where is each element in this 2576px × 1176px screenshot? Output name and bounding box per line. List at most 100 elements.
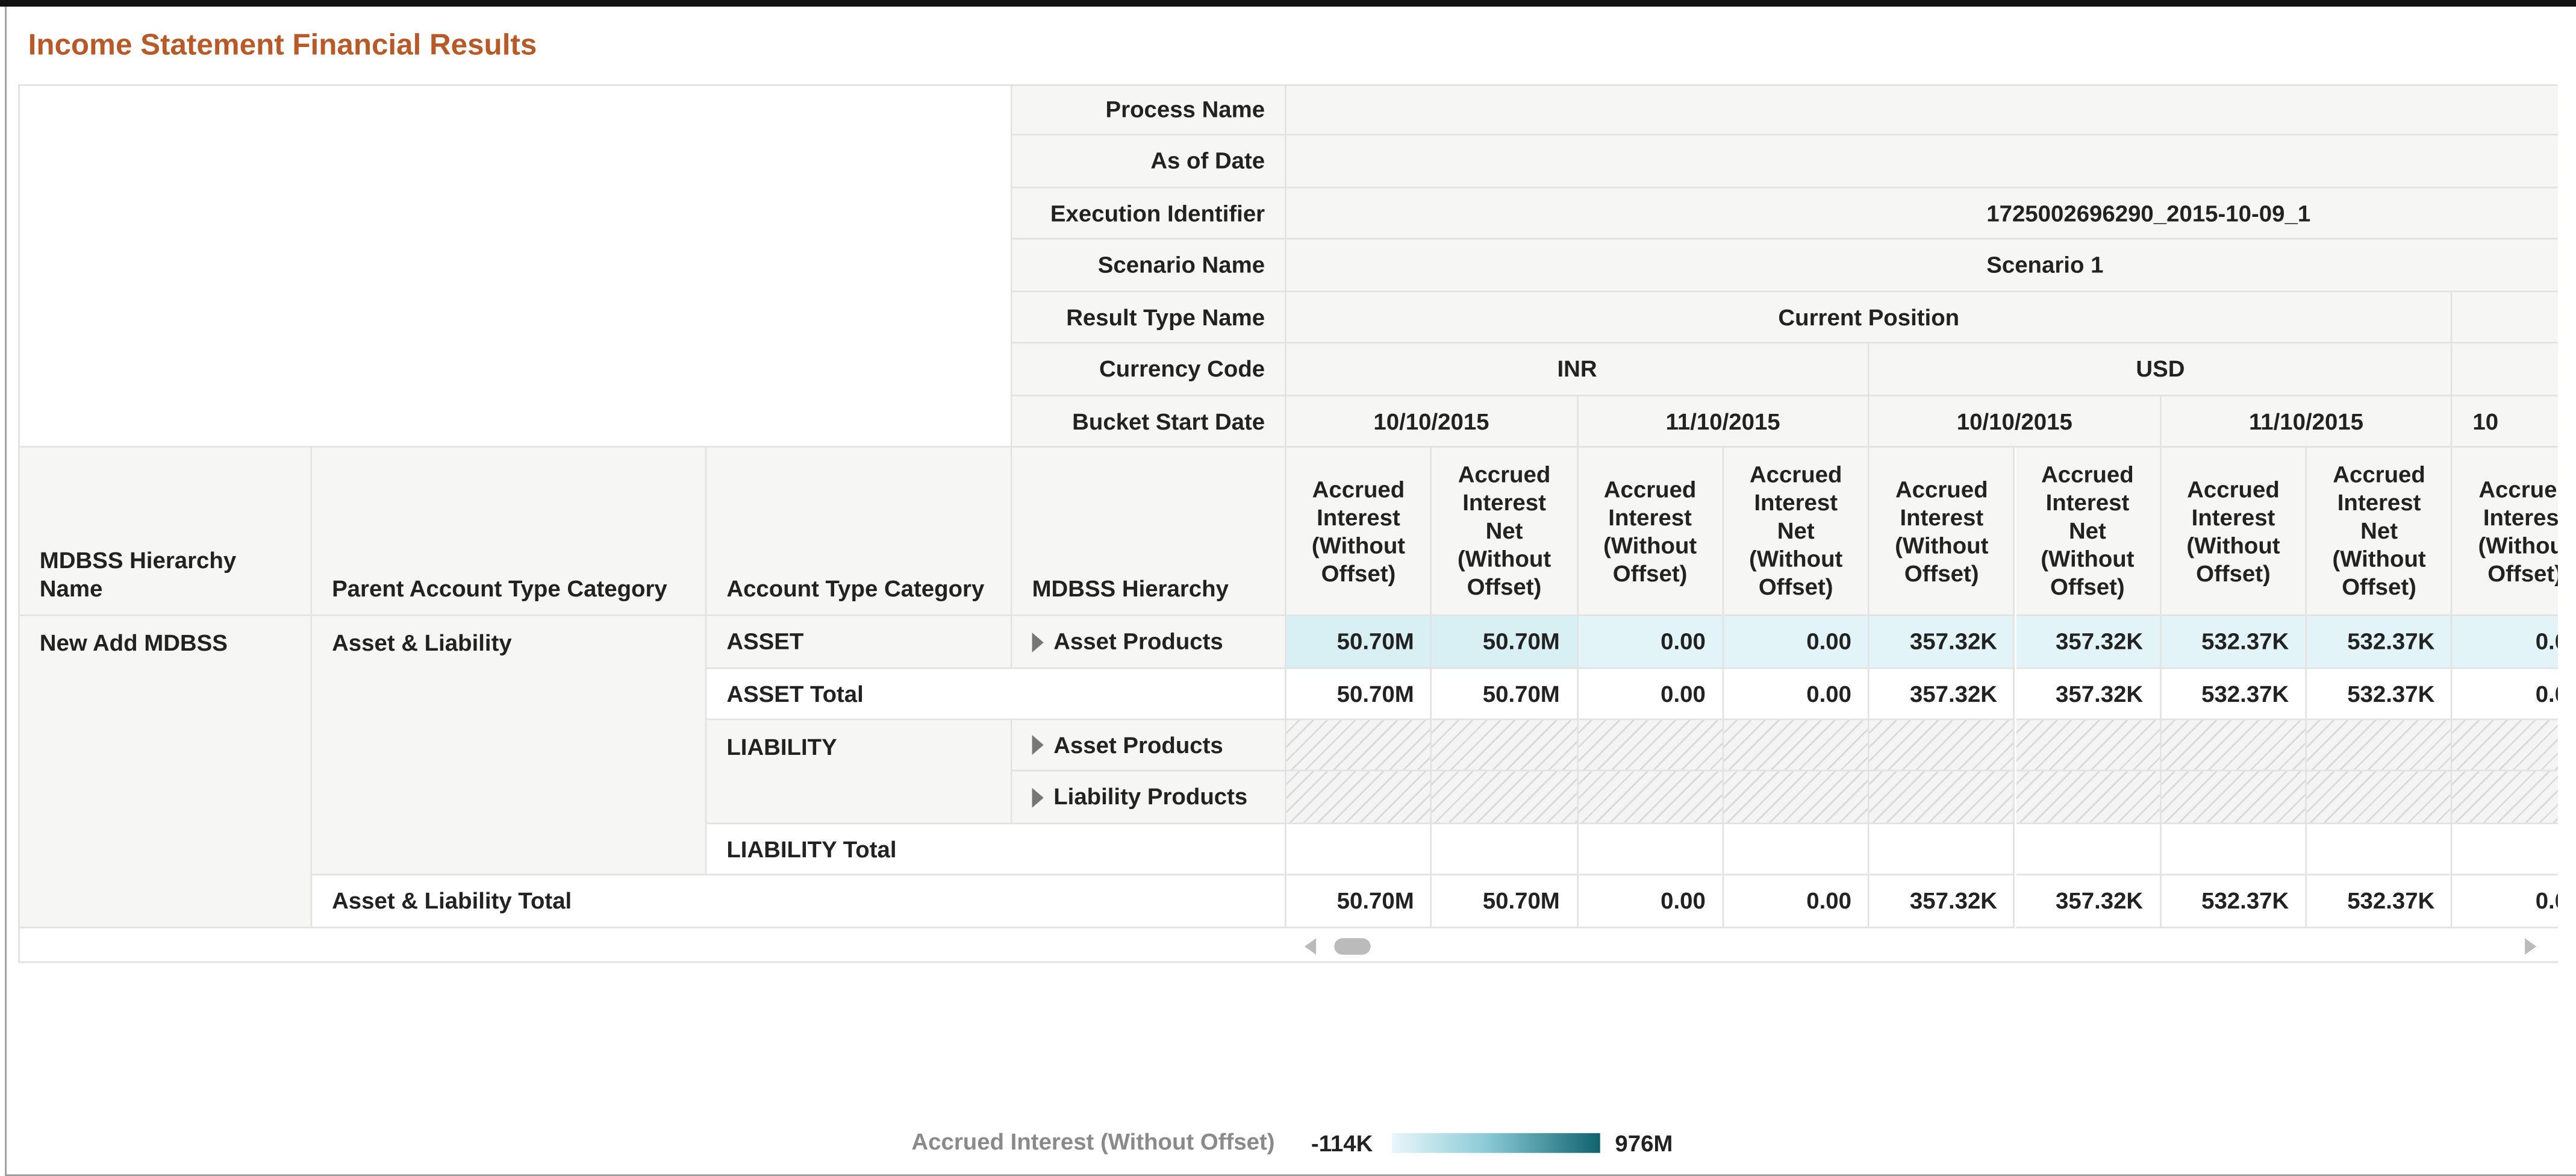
parent-category-text: Asset & Liability bbox=[332, 629, 512, 656]
bucket-label: Bucket Start Date bbox=[1012, 396, 1286, 448]
value-cell bbox=[1286, 824, 1432, 876]
value-cell: 50.70M bbox=[1286, 616, 1432, 669]
pivot-table: Process Name As of Date Execution Identifi… bbox=[19, 84, 2558, 928]
mdbss-hierarchy-text: Asset Products bbox=[1053, 627, 1223, 654]
row-header-text: MDBSS Hierarchy Name bbox=[39, 546, 237, 601]
currency-label: Currency Code bbox=[1012, 343, 1286, 397]
filter-label-text: Process Name bbox=[1105, 95, 1265, 122]
account-total-text: LIABILITY Total bbox=[726, 834, 897, 862]
value-cell bbox=[1577, 771, 1724, 825]
parent-total: Asset & Liability Total bbox=[312, 875, 1286, 928]
bucket-date: 11/10/2015 bbox=[1577, 396, 1870, 448]
scrollbar[interactable] bbox=[1286, 928, 2558, 963]
value-cell bbox=[2307, 771, 2453, 825]
value-cell bbox=[1577, 720, 1724, 772]
expand-icon[interactable] bbox=[1032, 631, 1044, 652]
value-cell: 0.00 bbox=[2453, 669, 2558, 721]
filter-value-text: 1725002696290_2015-10-09_1 bbox=[1986, 199, 2311, 226]
measure-header-text: Accrued Interest (Without Offset) bbox=[1603, 475, 1697, 586]
bucket-date-text: 10 bbox=[2472, 407, 2499, 434]
bucket-label-text: Bucket Start Date bbox=[1072, 407, 1265, 434]
value-cell: 532.37K bbox=[2161, 875, 2307, 928]
value-cell bbox=[1870, 824, 2016, 876]
value-cell-text: 0.00 bbox=[2535, 680, 2558, 707]
filter-value: Scenario 1 bbox=[1286, 239, 2558, 293]
value-cell-text: 0.00 bbox=[1661, 887, 1706, 914]
filter-value-text: Scenario 1 bbox=[1986, 251, 2104, 278]
value-cell bbox=[1724, 720, 1870, 772]
value-cell: 532.37K bbox=[2161, 669, 2307, 721]
value-cell-text: 357.32K bbox=[1909, 887, 1998, 914]
value-cell bbox=[2161, 720, 2307, 772]
value-cell bbox=[1724, 824, 1870, 876]
value-cell bbox=[1432, 771, 1578, 825]
value-cell bbox=[2015, 771, 2162, 825]
legend-max: 976M bbox=[1615, 1130, 1673, 1157]
value-cell bbox=[2453, 824, 2558, 876]
bucket-date-text: 10/10/2015 bbox=[1373, 407, 1489, 434]
value-cell bbox=[2015, 824, 2162, 876]
measure-header-text: Accrued Interest (Without Offset) bbox=[2186, 475, 2280, 586]
value-cell bbox=[2307, 720, 2453, 772]
value-cell: 50.70M bbox=[1432, 616, 1578, 669]
expand-icon[interactable] bbox=[1032, 735, 1044, 755]
hierarchy-name-text: New Add MDBSS bbox=[39, 629, 228, 656]
row-header-text: Account Type Category bbox=[726, 575, 985, 601]
value-cell bbox=[1286, 771, 1432, 825]
report-title: Income Statement Financial Results bbox=[28, 28, 537, 61]
value-cell-text: 50.70M bbox=[1482, 627, 1560, 654]
value-cell bbox=[1432, 824, 1578, 876]
account-category: LIABILITY bbox=[706, 720, 1012, 825]
value-cell-text: 0.00 bbox=[1806, 680, 1851, 707]
measure-header: Accrued Interest (Without Offset) bbox=[1577, 448, 1724, 616]
bucket-date: 11/10/2015 bbox=[2161, 396, 2453, 448]
value-cell-text: 50.70M bbox=[1336, 887, 1414, 914]
account-total: ASSET Total bbox=[706, 669, 1286, 721]
value-cell: 0.00 bbox=[1724, 616, 1870, 669]
value-cell-text: 532.37K bbox=[2347, 887, 2435, 914]
result-type-value bbox=[2453, 292, 2558, 344]
filter-label-text: Scenario Name bbox=[1097, 251, 1265, 278]
measure-header: Accrued Interest (Without Offset) bbox=[2453, 448, 2558, 616]
row-header-text: Parent Account Type Category bbox=[332, 575, 667, 601]
value-cell-text: 532.37K bbox=[2201, 680, 2289, 707]
value-cell-text: 50.70M bbox=[1482, 887, 1560, 914]
row-header: MDBSS Hierarchy bbox=[1012, 448, 1286, 616]
measure-header-text: Accrued Interest (Without Offset) bbox=[1311, 475, 1406, 586]
filter-label-text: Execution Identifier bbox=[1050, 199, 1265, 226]
scroll-left[interactable] bbox=[1304, 938, 1317, 955]
currency-label-text: Currency Code bbox=[1099, 355, 1265, 382]
currency-value-text: USD bbox=[2136, 355, 2185, 382]
currency-value bbox=[2453, 343, 2558, 397]
value-cell-text: 532.37K bbox=[2347, 680, 2435, 707]
currency-value: USD bbox=[1870, 343, 2453, 397]
scroll-right[interactable] bbox=[2525, 938, 2537, 955]
value-cell-text: 0.00 bbox=[1806, 627, 1851, 654]
value-cell bbox=[2015, 720, 2162, 772]
result-type-value: Current Position bbox=[1286, 292, 2453, 344]
bucket-date: 10 bbox=[2453, 396, 2558, 448]
account-category-text: ASSET bbox=[726, 627, 804, 654]
filter-label: Scenario Name bbox=[1012, 239, 1286, 293]
value-cell bbox=[2453, 720, 2558, 772]
expand-icon[interactable] bbox=[1032, 787, 1044, 807]
value-cell-text: 357.32K bbox=[2056, 887, 2144, 914]
measure-header: Accrued Interest Net (Without Offset) bbox=[2307, 448, 2453, 616]
account-total-text: ASSET Total bbox=[726, 680, 864, 707]
value-cell bbox=[1577, 824, 1724, 876]
measure-header: Accrued Interest (Without Offset) bbox=[2161, 448, 2307, 616]
scroll-thumb[interactable] bbox=[1334, 938, 1371, 955]
value-cell: 0.00 bbox=[2453, 616, 2558, 669]
measure-header-text: Accrued Interest Net (Without Offset) bbox=[2041, 460, 2135, 600]
result-type-value-text: Current Position bbox=[1778, 303, 1960, 330]
value-cell: 357.32K bbox=[1870, 616, 2016, 669]
legend-label: Accrued Interest (Without Offset) bbox=[911, 1128, 1275, 1155]
mdbss-hierarchy-text: Liability Products bbox=[1053, 783, 1248, 810]
currency-value-text: INR bbox=[1557, 355, 1597, 382]
value-cell: 0.00 bbox=[1724, 669, 1870, 721]
filter-value bbox=[1286, 84, 2558, 136]
value-cell-text: 50.70M bbox=[1336, 680, 1414, 707]
value-cell-text: 0.00 bbox=[1661, 680, 1706, 707]
filter-label-text: As of Date bbox=[1150, 147, 1265, 174]
